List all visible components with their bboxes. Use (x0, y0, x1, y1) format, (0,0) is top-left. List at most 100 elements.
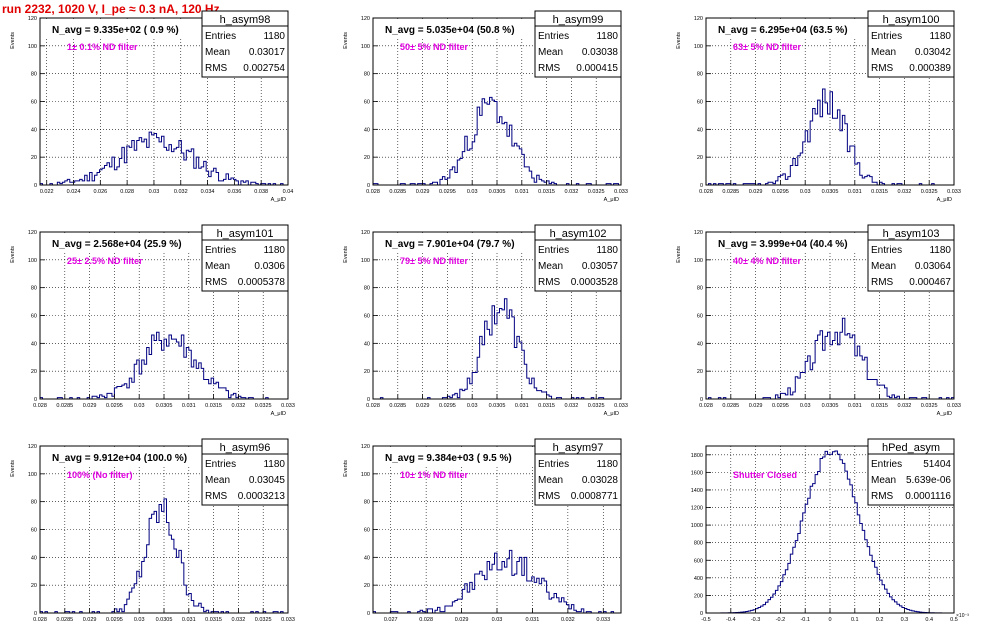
y-tick-label: 20 (364, 369, 370, 375)
x-tick-label: 0.0315 (205, 617, 222, 622)
stats-value-entries: 1180 (929, 245, 951, 256)
filter-label: 25± 2.5% ND filter (67, 256, 143, 266)
y-tick-label: 800 (694, 541, 703, 547)
histogram-pad-h_asym97: 0.027 0.028 0.029 0.03 0.031 0.032 0.033 0 20 40 6… (343, 438, 622, 622)
x-tick-label: 0.0315 (538, 403, 555, 409)
x-tick-label: 0.0295 (106, 617, 123, 622)
x-tick-label: 0.028 (120, 189, 134, 195)
x-tick-label: 0.028 (33, 617, 47, 622)
x-tick-label: 0.04 (283, 189, 294, 195)
stats-value-mean: 0.03028 (582, 475, 619, 486)
x-tick-label: 0.028 (699, 403, 713, 409)
x-tick-label: 0.027 (384, 617, 398, 622)
stats-key-mean: Mean (538, 261, 563, 272)
x-tick-label: 0.033 (614, 403, 628, 409)
y-axis-title: Events (676, 246, 682, 263)
nav-label: N_avg = 9.912e+04 (100.0 %) (52, 453, 187, 464)
stats-key-entries: Entries (205, 31, 236, 42)
x-tick-label: -0.5 (701, 617, 710, 622)
stats-value-mean: 0.03042 (915, 47, 952, 58)
y-tick-label: 20 (697, 369, 703, 375)
y-tick-label: 0 (700, 397, 703, 403)
x-tick-label: 0.033 (947, 189, 961, 195)
filter-label: Shutter Closed (733, 470, 797, 480)
x-tick-label: 0.028 (33, 403, 47, 409)
x-tick-label: 0.03 (492, 617, 503, 622)
stats-box (867, 10, 955, 78)
y-tick-label: 100 (361, 44, 370, 50)
y-tick-label: 60 (31, 528, 37, 534)
stats-value-mean: 0.03017 (249, 47, 286, 58)
y-tick-label: 40 (31, 127, 37, 133)
stats-key-mean: Mean (205, 475, 230, 486)
nav-label-bg (707, 19, 882, 37)
stats-key-mean: Mean (871, 47, 896, 58)
canvas-title: run 2232, 1020 V, I_pe ≈ 0.3 nA, 120 Hz (2, 2, 220, 16)
stats-title: hPed_asym (882, 442, 940, 454)
nav-label: N_avg = 6.295e+04 (63.5 %) (718, 25, 848, 36)
y-tick-label: 60 (697, 314, 703, 320)
x-tick-label: 0.033 (281, 617, 295, 622)
x-tick-label: 0.0325 (255, 403, 272, 409)
x-tick-label: 0.03 (800, 189, 811, 195)
stats-value-entries: 1180 (263, 459, 285, 470)
stats-box (201, 10, 289, 78)
y-tick-label: 20 (31, 155, 37, 161)
filter-label: 63± 5% ND filter (733, 42, 801, 52)
filter-label: 10± 1% ND filter (400, 470, 468, 480)
x-tick-label: 0.038 (254, 189, 268, 195)
x-tick-label: 0.2 (876, 617, 884, 622)
y-tick-label: 20 (31, 583, 37, 589)
x-tick-label: 0.0295 (106, 403, 123, 409)
y-axis-title: Events (676, 32, 682, 49)
y-tick-label: 40 (697, 127, 703, 133)
x-tick-label: 0.0315 (871, 403, 888, 409)
x-tick-label: -0.2 (776, 617, 785, 622)
stats-value-mean: 0.03045 (249, 475, 286, 486)
stats-key-entries: Entries (205, 459, 236, 470)
y-tick-label: 20 (697, 155, 703, 161)
x-tick-label: 0.0325 (588, 403, 605, 409)
x-tick-label: 0.031 (848, 403, 862, 409)
stats-key-entries: Entries (871, 459, 902, 470)
y-tick-label: 0 (34, 397, 37, 403)
nav-label: N_avg = 9.384e+03 ( 9.5 %) (385, 453, 512, 464)
x-tick-label: 0.032 (232, 617, 246, 622)
y-axis-title: Events (343, 460, 349, 477)
x-tick-label: 0.0305 (489, 189, 506, 195)
filter-label: 100% (No filter) (67, 470, 133, 480)
y-tick-label: 20 (364, 155, 370, 161)
stats-value-entries: 1180 (929, 31, 951, 42)
y-tick-label: 0 (367, 183, 370, 189)
y-tick-label: 100 (361, 258, 370, 264)
y-tick-label: 80 (697, 72, 703, 78)
x-axis-title: A_μID (937, 411, 952, 417)
x-tick-label: 0.032 (232, 403, 246, 409)
stats-key-rms: RMS (205, 491, 228, 502)
stats-value-mean: 0.03064 (915, 261, 952, 272)
x-tick-label: 0.032 (174, 189, 188, 195)
nav-label: N_avg = 2.568e+04 (25.9 %) (52, 239, 182, 250)
stats-key-entries: Entries (871, 245, 902, 256)
x-tick-label: 0.022 (40, 189, 54, 195)
filter-label: 1± 0.1% ND filter (67, 42, 138, 52)
stats-key-entries: Entries (538, 31, 569, 42)
x-tick-label: 0.031 (526, 617, 540, 622)
stats-key-entries: Entries (871, 31, 902, 42)
y-tick-label: 40 (364, 341, 370, 347)
y-tick-label: 80 (31, 500, 37, 506)
y-tick-label: 0 (700, 611, 703, 617)
nav-label-bg (374, 19, 549, 37)
x-tick-label: 0.0325 (921, 403, 938, 409)
y-tick-label: 40 (364, 555, 370, 561)
x-tick-label: 0.0285 (56, 403, 73, 409)
x-tick-label: 0.028 (699, 189, 713, 195)
x-tick-label: 0.034 (201, 189, 215, 195)
stats-key-rms: RMS (871, 63, 894, 74)
x-tick-label: 0.029 (455, 617, 469, 622)
x-axis-exponent: ×10⁻³ (956, 613, 969, 619)
stats-box (534, 438, 622, 506)
x-tick-label: 0.029 (83, 403, 97, 409)
x-tick-label: 0.03 (134, 403, 145, 409)
stats-key-mean: Mean (205, 47, 230, 58)
